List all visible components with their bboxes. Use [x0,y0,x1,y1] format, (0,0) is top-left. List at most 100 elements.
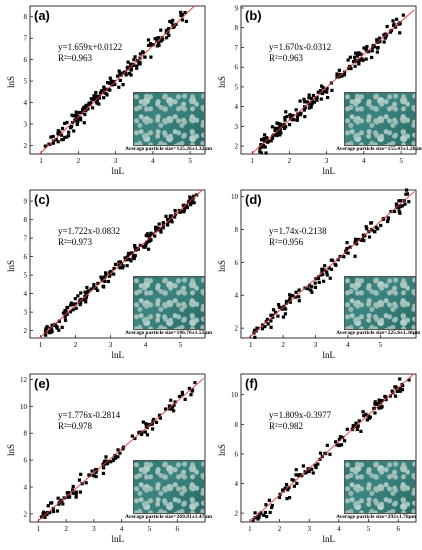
inset-micrograph [344,460,416,514]
data-point [290,293,295,298]
data-point [283,307,288,311]
data-point [273,126,278,130]
regression-equation: y=1.776x-0.2814 [58,410,121,420]
data-point [397,209,401,214]
data-point [143,430,148,434]
data-point [368,415,373,419]
data-point [163,407,168,411]
data-point [132,253,136,257]
data-point [59,498,63,502]
data-point [346,251,350,255]
data-point [393,394,398,398]
r-squared: R²=0.973 [58,237,93,247]
data-point [252,328,257,332]
data-point [328,276,332,280]
fit-line [249,373,414,523]
data-point [120,266,125,270]
r-squared: R²=0.982 [269,421,304,431]
y-tick-label: 5 [24,272,28,280]
y-tick-label: 6 [24,253,28,261]
data-point [407,200,411,204]
data-point [74,495,78,499]
x-tick-label: 5 [367,525,371,533]
data-point [94,95,98,100]
chart-panel: 1 2 3 4 5 2 3 4 5 6 7 8 (a) y=1.659x+0.0122 R²=0.963 Av… [0,0,212,182]
plot-frame [29,373,206,523]
data-point [399,199,403,203]
data-point [342,255,346,259]
x-axis-label: lnL [322,166,336,176]
data-point [118,260,123,264]
data-point [183,10,187,15]
data-point [83,112,87,117]
data-point [386,217,390,221]
data-point [57,328,61,332]
y-axis-label: lnS [217,443,227,456]
data-point [278,133,282,137]
data-point [322,279,326,283]
data-point [346,58,350,62]
plot-frame [240,373,417,523]
y-tick-label: 8 [24,216,28,224]
data-point [112,266,116,271]
data-point [108,81,112,86]
data-point [118,78,122,82]
data-point [309,105,313,109]
data-point [63,121,67,126]
data-point [328,452,332,456]
data-point [66,134,71,138]
data-point [97,96,101,100]
x-tick-label: 4 [120,525,124,533]
x-tick-label: 1 [248,525,252,533]
data-point [303,106,307,110]
y-tick-label: 9 [24,198,28,206]
panel-label: (b) [245,8,262,23]
data-point [276,129,280,133]
data-point [169,214,173,218]
data-point [269,139,273,143]
data-point [267,498,271,502]
data-point [273,128,277,132]
data-point [79,291,83,295]
r-squared: R²=0.978 [58,421,93,431]
data-point [369,221,373,225]
data-point [325,86,329,91]
data-point [65,135,69,139]
data-point [327,266,331,270]
data-point [69,303,74,307]
data-point [264,503,268,507]
data-point [377,398,381,402]
data-point [95,98,100,102]
data-point [185,204,189,208]
y-tick-label: 2 [24,327,28,335]
data-point [359,52,363,56]
data-point [107,274,112,278]
data-point [57,502,61,506]
data-point [313,285,318,289]
data-point [319,84,324,88]
data-point [320,269,324,274]
y-tick-label: 6 [235,64,239,72]
data-point [95,468,99,472]
data-point [75,122,79,127]
data-point [310,290,314,294]
data-point [150,422,154,426]
y-tick-label: 8 [24,430,28,438]
data-point [157,41,161,45]
data-point [86,107,90,111]
data-point [135,66,139,70]
data-point [380,399,384,403]
data-point [145,232,150,236]
data-point [301,464,305,468]
data-point [83,290,87,294]
data-point [138,60,142,65]
data-point [288,293,292,297]
data-point [398,211,402,215]
data-point [72,129,76,133]
data-point [323,264,327,268]
data-point [125,67,130,71]
data-point [84,296,88,300]
data-point [65,312,69,316]
data-point [138,52,143,56]
data-point [298,99,302,103]
